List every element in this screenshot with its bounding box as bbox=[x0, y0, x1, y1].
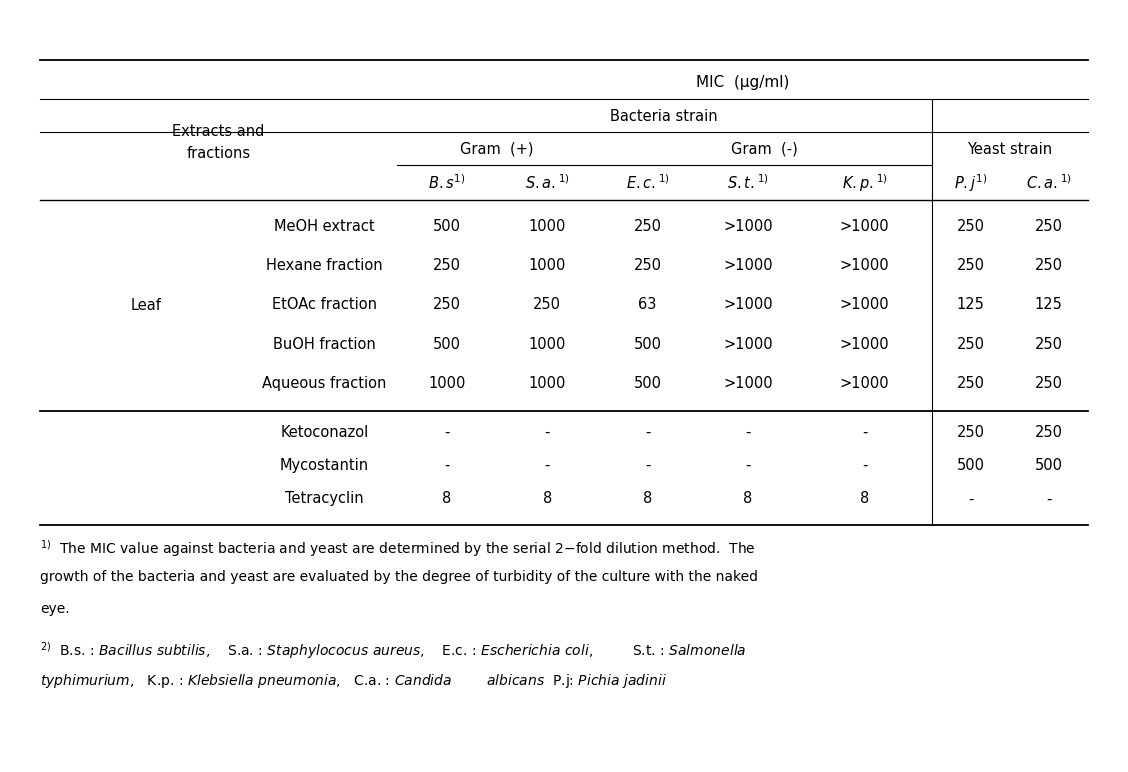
Text: 250: 250 bbox=[1034, 258, 1063, 273]
Text: BuOH fraction: BuOH fraction bbox=[273, 337, 376, 352]
Text: 500: 500 bbox=[634, 376, 661, 391]
Text: Gram  (-): Gram (-) bbox=[731, 142, 797, 157]
Text: 500: 500 bbox=[634, 337, 661, 352]
Text: 250: 250 bbox=[433, 297, 461, 313]
Text: -: - bbox=[545, 425, 550, 440]
Text: 500: 500 bbox=[1034, 458, 1063, 473]
Text: 250: 250 bbox=[957, 258, 985, 273]
Text: >1000: >1000 bbox=[840, 218, 890, 234]
Text: MIC  (μg/ml): MIC (μg/ml) bbox=[696, 75, 788, 90]
Text: 250: 250 bbox=[957, 425, 985, 440]
Text: Gram  (+): Gram (+) bbox=[460, 142, 534, 157]
Text: Mycostantin: Mycostantin bbox=[280, 458, 369, 473]
Text: -: - bbox=[862, 458, 867, 473]
Text: $S.t.^{1)}$: $S.t.^{1)}$ bbox=[726, 174, 768, 192]
Text: $typhimurium$,   K.p. : $Klebsiella\ pneumonia$,   C.a. : $Candida$        $albi: $typhimurium$, K.p. : $Klebsiella\ pneum… bbox=[41, 672, 668, 690]
Text: 250: 250 bbox=[957, 337, 985, 352]
Text: 1000: 1000 bbox=[529, 218, 566, 234]
Text: 1000: 1000 bbox=[529, 337, 566, 352]
Text: 250: 250 bbox=[1034, 218, 1063, 234]
Text: >1000: >1000 bbox=[723, 376, 773, 391]
Text: Leaf: Leaf bbox=[131, 298, 161, 313]
Text: 8: 8 bbox=[442, 492, 451, 506]
Text: eye.: eye. bbox=[41, 602, 70, 616]
Text: >1000: >1000 bbox=[723, 297, 773, 313]
Text: >1000: >1000 bbox=[840, 376, 890, 391]
Text: Yeast strain: Yeast strain bbox=[967, 142, 1052, 157]
Text: 250: 250 bbox=[1034, 425, 1063, 440]
Text: Bacteria strain: Bacteria strain bbox=[610, 110, 719, 124]
Text: >1000: >1000 bbox=[723, 337, 773, 352]
Text: 500: 500 bbox=[957, 458, 985, 473]
Text: 125: 125 bbox=[1034, 297, 1063, 313]
Text: 500: 500 bbox=[433, 218, 461, 234]
Text: $C.a.^{1)}$: $C.a.^{1)}$ bbox=[1025, 174, 1072, 192]
Text: $S.a.^{1)}$: $S.a.^{1)}$ bbox=[525, 174, 570, 192]
Text: -: - bbox=[444, 458, 450, 473]
Text: $B.s^{1)}$: $B.s^{1)}$ bbox=[429, 174, 466, 192]
Text: -: - bbox=[1046, 492, 1051, 506]
Text: Aqueous fraction: Aqueous fraction bbox=[263, 376, 387, 391]
Text: >1000: >1000 bbox=[840, 258, 890, 273]
Text: 250: 250 bbox=[634, 218, 661, 234]
Text: -: - bbox=[968, 492, 973, 506]
Text: -: - bbox=[545, 458, 550, 473]
Text: 125: 125 bbox=[957, 297, 985, 313]
Text: $E.c.^{1)}$: $E.c.^{1)}$ bbox=[626, 174, 670, 192]
Text: 63: 63 bbox=[638, 297, 656, 313]
Text: $^{1)}$  The MIC value against bacteria and yeast are determined by the serial 2: $^{1)}$ The MIC value against bacteria a… bbox=[41, 538, 756, 559]
Text: Hexane fraction: Hexane fraction bbox=[266, 258, 382, 273]
Text: 250: 250 bbox=[634, 258, 661, 273]
Text: $P.j^{1)}$: $P.j^{1)}$ bbox=[954, 172, 987, 194]
Text: -: - bbox=[444, 425, 450, 440]
Text: $^{2)}$  B.s. : $Bacillus\ subtilis$,    S.a. : $Staphylococus\ aureus$,    E.c.: $^{2)}$ B.s. : $Bacillus\ subtilis$, S.a… bbox=[41, 640, 747, 661]
Text: 1000: 1000 bbox=[429, 376, 466, 391]
Text: 8: 8 bbox=[543, 492, 552, 506]
Text: >1000: >1000 bbox=[840, 297, 890, 313]
Text: growth of the bacteria and yeast are evaluated by the degree of turbidity of the: growth of the bacteria and yeast are eva… bbox=[41, 571, 758, 584]
Text: >1000: >1000 bbox=[723, 258, 773, 273]
Text: 250: 250 bbox=[957, 376, 985, 391]
Text: Extracts and
fractions: Extracts and fractions bbox=[173, 124, 265, 161]
Text: 500: 500 bbox=[433, 337, 461, 352]
Text: >1000: >1000 bbox=[723, 218, 773, 234]
Text: -: - bbox=[746, 425, 750, 440]
Text: 1000: 1000 bbox=[529, 258, 566, 273]
Text: 250: 250 bbox=[1034, 376, 1063, 391]
Text: 1000: 1000 bbox=[529, 376, 566, 391]
Text: 250: 250 bbox=[957, 218, 985, 234]
Text: $K.p.^{1)}$: $K.p.^{1)}$ bbox=[841, 172, 888, 194]
Text: -: - bbox=[645, 425, 650, 440]
Text: MeOH extract: MeOH extract bbox=[274, 218, 374, 234]
Text: EtOAc fraction: EtOAc fraction bbox=[272, 297, 377, 313]
Text: -: - bbox=[862, 425, 867, 440]
Text: -: - bbox=[645, 458, 650, 473]
Text: 8: 8 bbox=[743, 492, 752, 506]
Text: -: - bbox=[746, 458, 750, 473]
Text: 250: 250 bbox=[1034, 337, 1063, 352]
Text: 8: 8 bbox=[643, 492, 652, 506]
Text: 8: 8 bbox=[861, 492, 870, 506]
Text: Ketoconazol: Ketoconazol bbox=[281, 425, 369, 440]
Text: Tetracyclin: Tetracyclin bbox=[285, 492, 363, 506]
Text: >1000: >1000 bbox=[840, 337, 890, 352]
Text: 250: 250 bbox=[433, 258, 461, 273]
Text: 250: 250 bbox=[534, 297, 562, 313]
